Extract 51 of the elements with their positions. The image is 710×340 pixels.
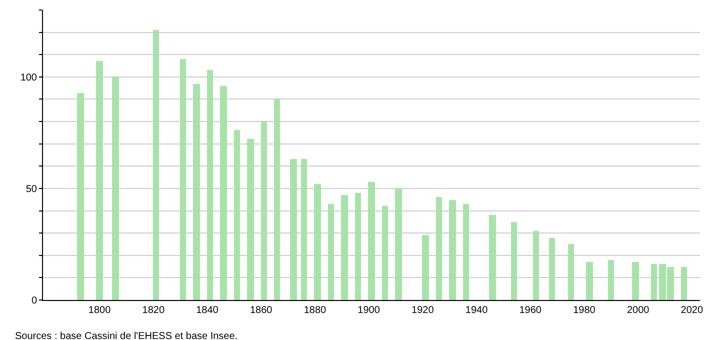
bar	[153, 30, 159, 300]
y-tick-label: 0	[31, 296, 38, 306]
bar	[549, 238, 555, 300]
bar	[193, 84, 200, 300]
x-tick-label: 1800	[88, 305, 112, 316]
bar	[274, 99, 280, 300]
bar	[463, 204, 469, 300]
bar	[651, 264, 657, 300]
bar	[489, 215, 496, 300]
bar	[180, 59, 186, 300]
bar	[112, 77, 119, 300]
x-tick-label: 1920	[412, 305, 434, 316]
bar	[632, 262, 639, 300]
x-tick-label: 1820	[142, 305, 165, 316]
bar	[608, 260, 614, 300]
x-tick-label: 1940	[465, 305, 488, 316]
bar	[96, 61, 103, 300]
bar	[290, 159, 297, 300]
x-tick-label: 1960	[519, 305, 542, 316]
y-tick-label: 100	[20, 72, 38, 84]
bar	[301, 159, 307, 300]
bar	[261, 122, 267, 300]
x-tick-label: 1880	[304, 305, 327, 316]
bar	[207, 70, 213, 300]
bar	[436, 197, 442, 300]
x-tick-label: 1980	[573, 305, 596, 316]
bar	[449, 200, 456, 300]
bar	[247, 139, 254, 300]
y-tick-label: 50	[26, 184, 38, 195]
bar	[314, 184, 321, 300]
bar	[328, 204, 334, 300]
x-tick-label: 1840	[196, 305, 219, 316]
x-tick-label: 2020	[680, 305, 704, 316]
bar	[681, 267, 687, 300]
bar	[368, 182, 375, 300]
bar	[382, 206, 388, 300]
x-tick-label: 1860	[250, 305, 273, 316]
bar	[511, 222, 517, 300]
bar	[568, 244, 574, 300]
bar	[220, 86, 227, 300]
bar	[533, 231, 539, 300]
bar	[77, 93, 84, 300]
bar	[355, 193, 361, 300]
x-tick-label: 1900	[358, 305, 380, 316]
bar	[341, 195, 348, 300]
source-note: Sources : base Cassini de l'EHESS et base Insee.	[15, 331, 238, 340]
x-tick-label: 2000	[626, 305, 650, 316]
bar	[422, 235, 429, 300]
bar	[586, 262, 593, 300]
bar	[234, 130, 240, 300]
bar	[395, 188, 402, 300]
